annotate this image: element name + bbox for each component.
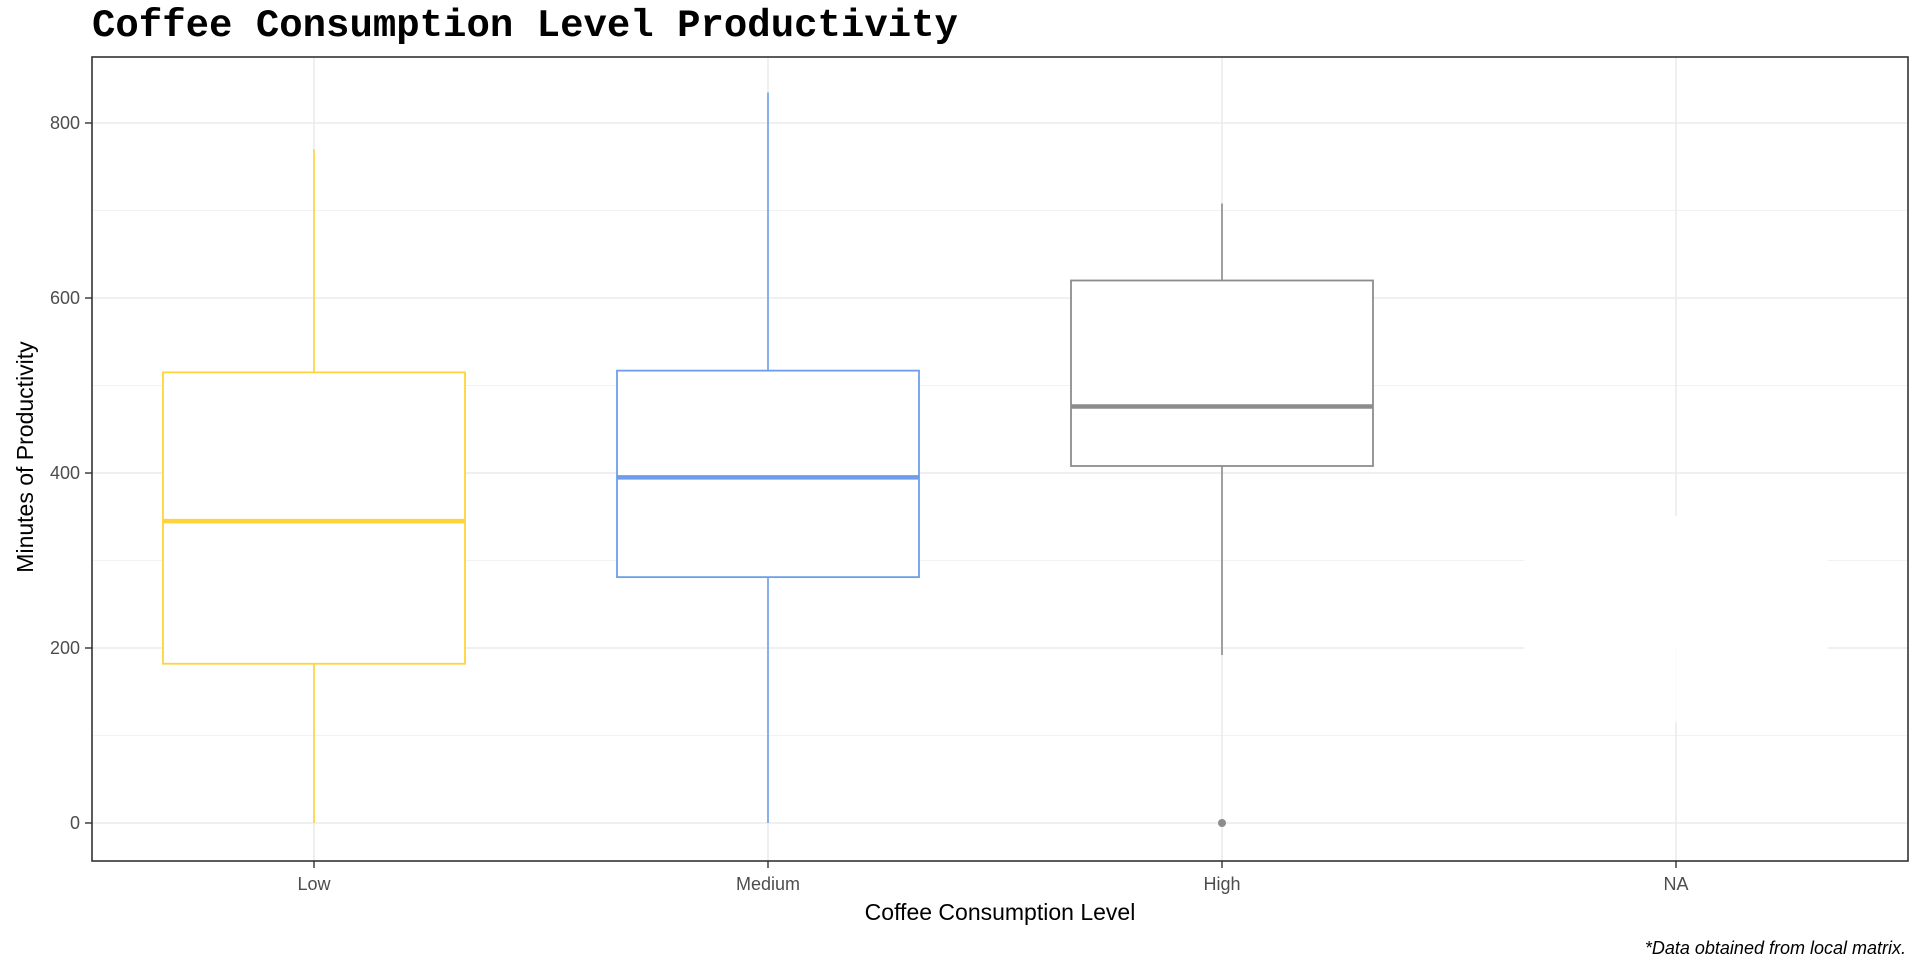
x-axis-title: Coffee Consumption Level bbox=[865, 899, 1136, 925]
box-iqr bbox=[1070, 279, 1374, 467]
x-tick-label: Low bbox=[297, 874, 331, 894]
y-tick-label: 600 bbox=[50, 288, 80, 308]
x-tick-label: NA bbox=[1663, 874, 1688, 894]
box-low bbox=[162, 149, 466, 823]
box-iqr bbox=[1524, 515, 1828, 649]
y-tick-label: 0 bbox=[70, 813, 80, 833]
outlier-point bbox=[1218, 819, 1226, 827]
x-tick-label: Medium bbox=[736, 874, 800, 894]
y-axis-title: Minutes of Productivity bbox=[12, 341, 38, 573]
y-tick-label: 200 bbox=[50, 638, 80, 658]
box-iqr bbox=[616, 369, 920, 579]
box-na bbox=[1524, 515, 1828, 723]
box-medium bbox=[616, 92, 920, 823]
plot-area bbox=[85, 56, 1909, 868]
caption: *Data obtained from local matrix. bbox=[1645, 938, 1906, 958]
box-high bbox=[1070, 203, 1374, 827]
panel-border bbox=[91, 56, 1909, 862]
x-tick-label: High bbox=[1203, 874, 1240, 894]
box-iqr bbox=[162, 371, 466, 665]
chart-title: Coffee Consumption Level Productivity bbox=[92, 4, 958, 48]
y-tick-label: 400 bbox=[50, 463, 80, 483]
y-tick-label: 800 bbox=[50, 113, 80, 133]
